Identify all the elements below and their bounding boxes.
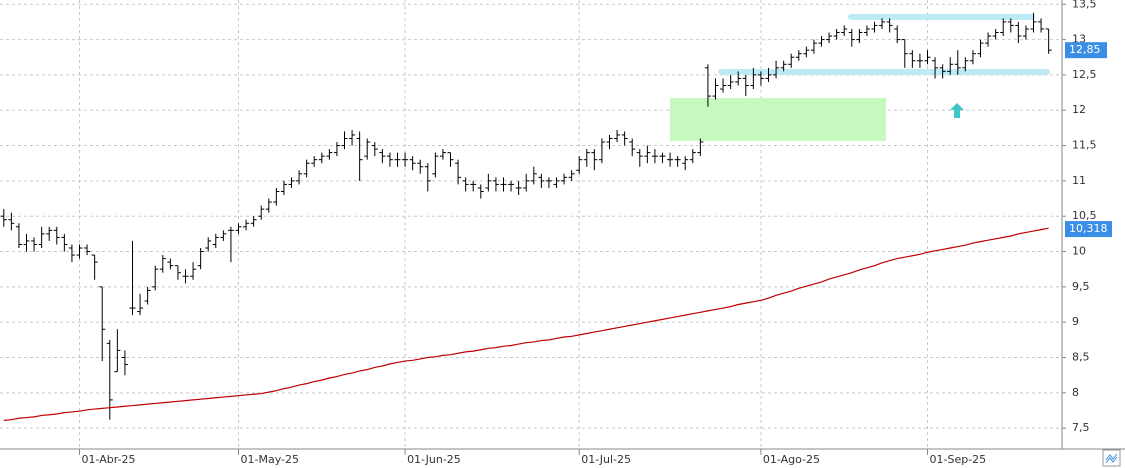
resistance-band	[848, 14, 1035, 20]
scale-button[interactable]	[1102, 449, 1121, 467]
x-tick-label: 01-Jun-25	[407, 453, 461, 466]
support-zone	[670, 98, 886, 141]
x-tick-label: 01-May-25	[241, 453, 299, 466]
y-tick-label: 12,5	[1072, 68, 1097, 81]
labels: 7,588,599,51010,51111,51212,51313,501-Ab…	[79, 0, 1112, 466]
moving-average	[3, 227, 1049, 421]
y-tick-label: 9,5	[1072, 280, 1090, 293]
last-value-box	[1065, 42, 1107, 59]
buy-arrow	[950, 103, 964, 118]
x-tick-label: 01-Jul-25	[581, 453, 631, 466]
y-tick-label: 12	[1072, 103, 1086, 116]
y-tick-label: 13,5	[1072, 0, 1097, 10]
y-tick-label: 11	[1072, 174, 1086, 187]
support-band	[718, 69, 1050, 75]
y-tick-label: 9	[1072, 315, 1079, 328]
x-tick-label: 01-Ago-25	[763, 453, 820, 466]
y-tick-label: 10,5	[1072, 209, 1097, 222]
last-value-label: 10,318	[1069, 222, 1108, 235]
x-tick-label: 01-Abr-25	[82, 453, 136, 466]
y-tick-label: 7,5	[1072, 421, 1090, 434]
last-value-box	[1065, 221, 1112, 238]
y-tick-label: 10	[1072, 245, 1086, 258]
y-tick-label: 8	[1072, 386, 1079, 399]
marks	[0, 12, 1052, 421]
scale-icon	[1105, 453, 1118, 464]
x-tick-label: 01-Sep-25	[930, 453, 987, 466]
y-tick-label: 11,5	[1072, 139, 1097, 152]
last-value-label: 12,85	[1069, 43, 1101, 56]
y-tick-label: 8,5	[1072, 351, 1090, 364]
